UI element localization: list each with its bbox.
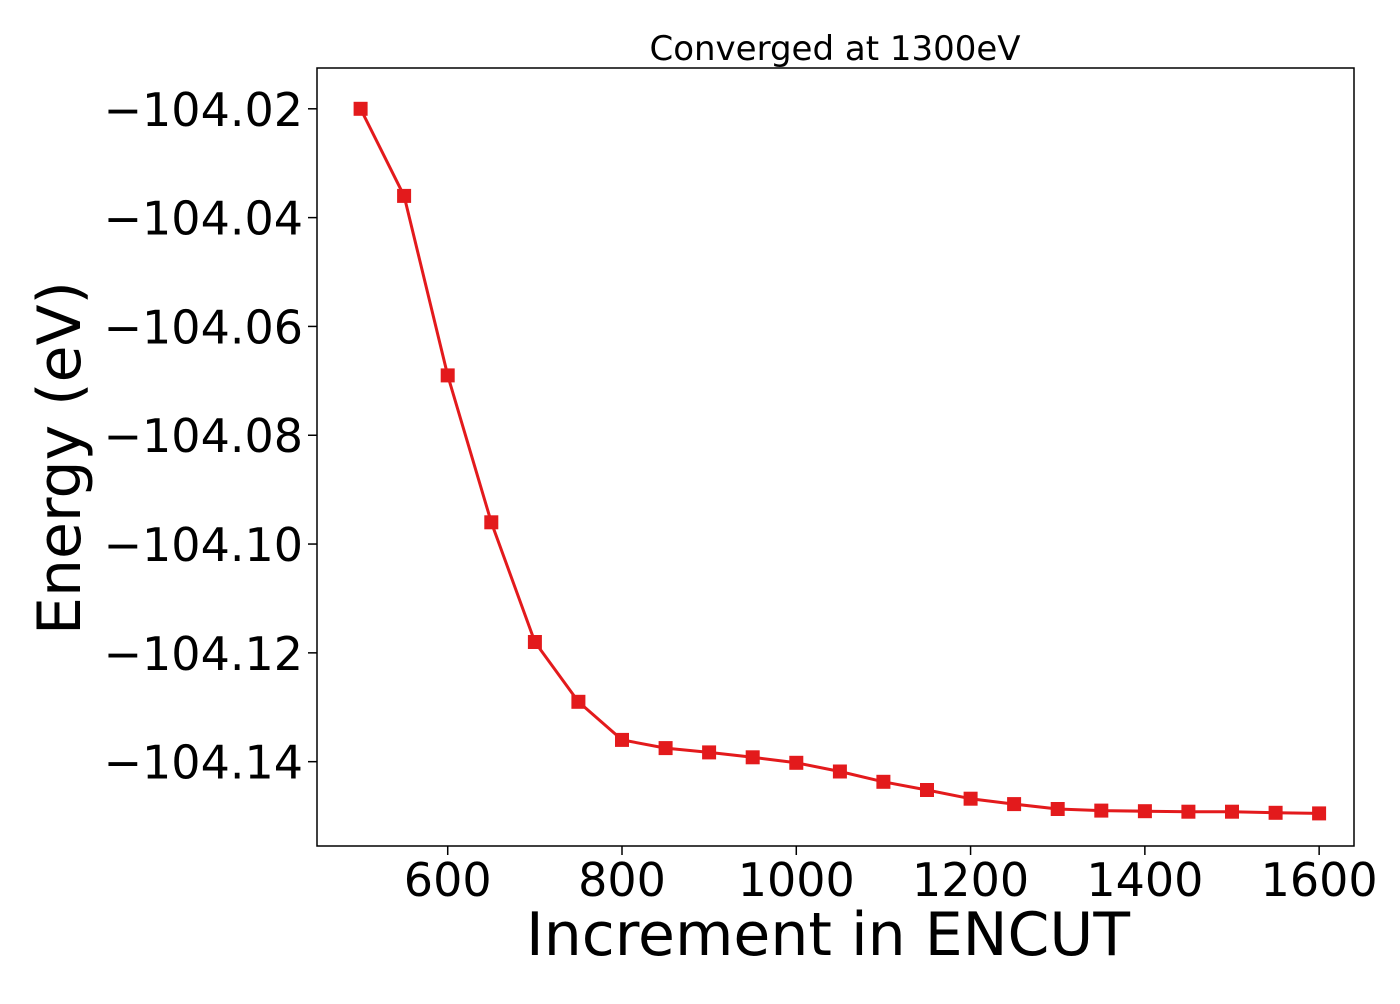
data-point-marker [832, 764, 847, 779]
x-tick-label: 1000 [738, 853, 855, 907]
data-point-marker [527, 635, 542, 649]
data-point-marker [571, 694, 586, 709]
data-point-marker [1007, 797, 1022, 812]
data-point-marker [440, 368, 455, 383]
x-tick-label: 1400 [1086, 853, 1203, 907]
data-point-marker [1050, 802, 1065, 816]
data-point-marker [963, 791, 978, 806]
data-point-marker [1312, 806, 1327, 821]
data-point-marker [920, 783, 934, 797]
data-point-marker [615, 732, 629, 747]
x-tick-label: 800 [578, 853, 666, 907]
x-axis-ticks: 600 800 1000 1200 1400 1600 [404, 846, 1378, 907]
data-point-marker [1094, 803, 1109, 818]
data-point-marker [397, 188, 412, 203]
chart-title: Converged at 1300eV [649, 29, 1020, 69]
data-point-marker [1137, 804, 1152, 819]
y-tick-label: −104.02 [104, 83, 304, 137]
data-point-marker [745, 750, 760, 765]
data-point-marker [353, 101, 368, 116]
data-point-marker [658, 741, 673, 756]
data-point-marker [876, 774, 891, 789]
data-point-marker [1225, 804, 1239, 819]
x-tick-label: 600 [404, 853, 492, 907]
y-tick-label: −104.14 [104, 736, 304, 790]
series-line [359, 108, 1320, 815]
y-axis-ticks: −104.02 −104.04 −104.06 −104.08 −104.10 −104.… [104, 83, 317, 790]
data-point-marker [789, 755, 804, 770]
x-tick-label: 1200 [912, 853, 1029, 907]
data-point-marker [702, 745, 717, 760]
y-tick-label: −104.08 [104, 409, 304, 463]
data-point-marker [1268, 805, 1283, 820]
y-tick-label: −104.06 [104, 300, 304, 354]
data-point-marker [1181, 804, 1196, 819]
data-point-marker [484, 515, 499, 530]
x-axis-label: Increment in ENCUT [526, 900, 1130, 970]
series-layer [353, 101, 1327, 821]
x-tick-label: 1600 [1261, 853, 1378, 907]
y-axis-label: Energy (eV) [25, 281, 95, 635]
y-tick-label: −104.04 [104, 192, 304, 246]
y-tick-label: −104.12 [104, 627, 304, 681]
plot-area-frame [316, 67, 1355, 847]
y-tick-label: −104.10 [104, 518, 304, 572]
